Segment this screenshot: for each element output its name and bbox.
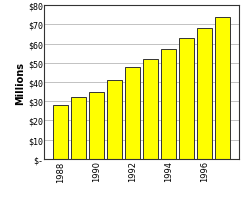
Y-axis label: Millions: Millions — [15, 61, 25, 104]
Bar — [197, 29, 212, 159]
Bar — [125, 67, 140, 159]
Bar — [179, 39, 194, 159]
Bar — [107, 81, 122, 159]
Bar — [215, 18, 230, 159]
Bar — [53, 106, 68, 159]
Bar — [89, 92, 104, 159]
Bar — [161, 50, 176, 159]
Bar — [143, 60, 158, 159]
Bar — [71, 98, 86, 159]
